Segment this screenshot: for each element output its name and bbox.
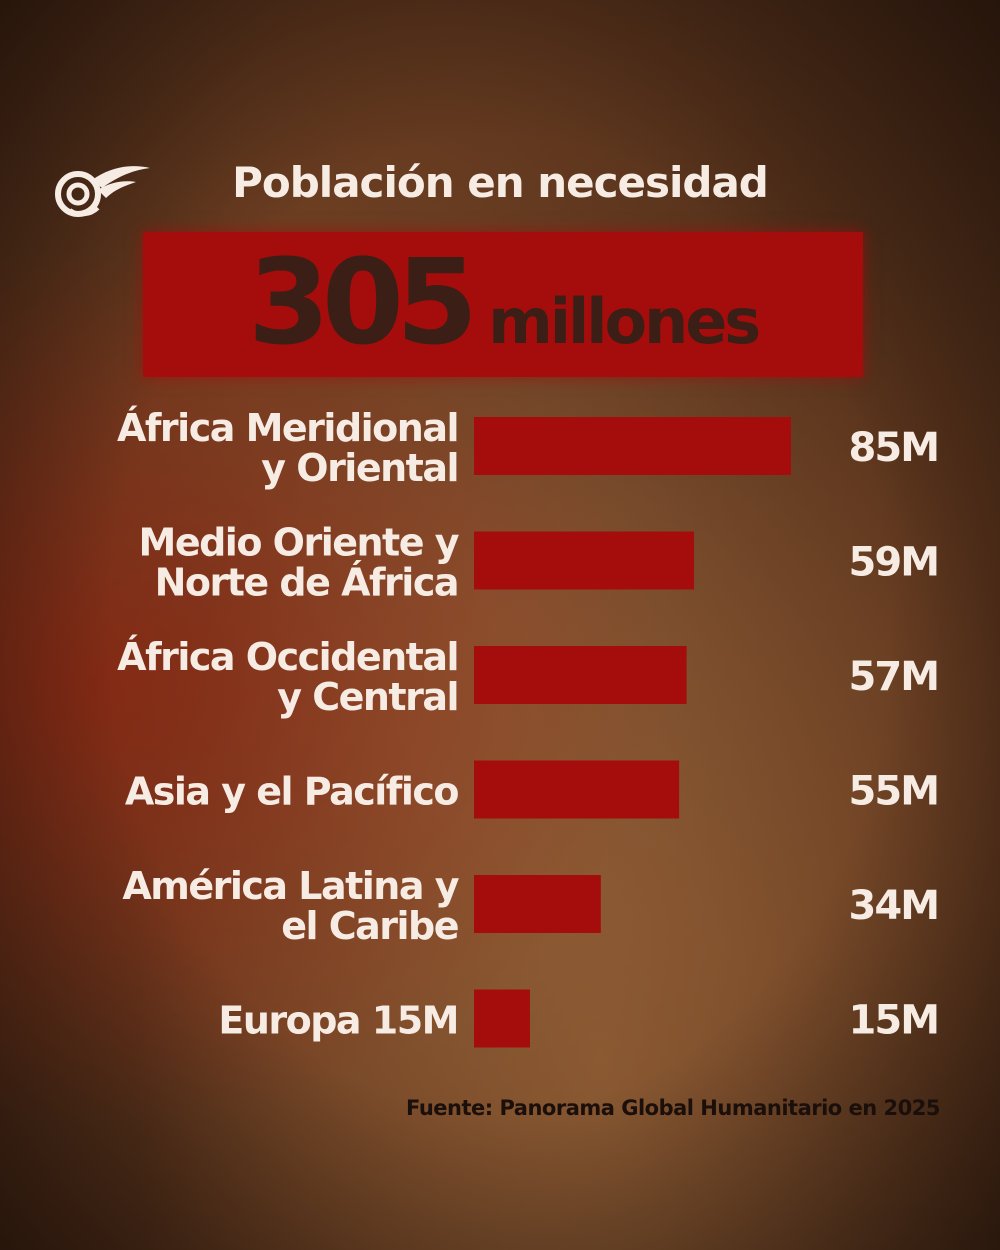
bar-4 <box>474 875 601 933</box>
category-label-0-0: África Meridional <box>117 406 458 450</box>
category-label-0-1: y Oriental <box>261 446 458 490</box>
value-label-5: 15M <box>849 998 938 1044</box>
value-label-4: 34M <box>849 883 938 929</box>
total-highlight-box: 305 millones <box>143 232 863 377</box>
category-label-4-0: América Latina y <box>122 864 459 908</box>
category-label-1-0: Medio Oriente y <box>139 521 460 565</box>
value-label-2: 57M <box>849 654 938 700</box>
total-number: 305 <box>247 233 478 371</box>
value-label-1: 59M <box>849 540 938 586</box>
category-label-5-0: Europa 15M <box>218 999 458 1043</box>
value-label-0: 85M <box>849 425 938 471</box>
category-label-2-1: y Central <box>277 675 458 719</box>
total-unit: millones <box>488 285 761 358</box>
bar-3 <box>474 760 680 819</box>
category-label-2-0: África Occidental <box>117 635 458 679</box>
category-label-3-0: Asia y el Pacífico <box>125 770 459 814</box>
al-mayadeen-logo-icon <box>55 166 150 217</box>
bar-0 <box>474 417 791 475</box>
source-note: Fuente: Panorama Global Humanitario en 2… <box>406 1096 940 1120</box>
bar-5 <box>474 989 530 1048</box>
value-label-3: 55M <box>849 769 938 815</box>
bar-1 <box>474 531 695 590</box>
chart-title: Población en necesidad <box>232 158 769 207</box>
bar-2 <box>474 646 687 704</box>
category-label-1-1: Norte de África <box>155 561 458 605</box>
category-label-4-1: el Caribe <box>281 904 458 948</box>
